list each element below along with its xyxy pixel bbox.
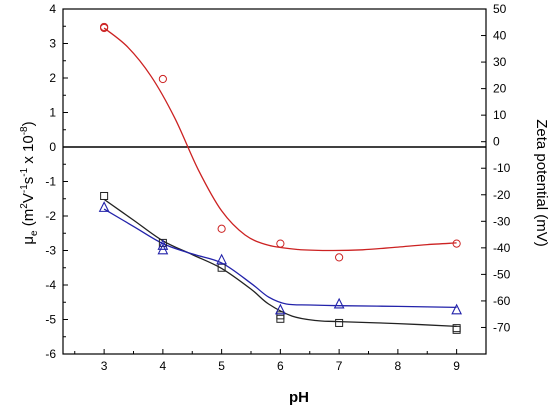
- x-tick-label: 6: [277, 359, 284, 373]
- y-right-tick-label: 50: [493, 2, 507, 16]
- series-1-point: [100, 191, 109, 200]
- x-tick-label: 7: [336, 359, 343, 373]
- series-0-point: [335, 253, 344, 262]
- y-right-tick-label: 30: [493, 55, 507, 69]
- y-right-tick-label: -20: [493, 188, 511, 202]
- series-2-point: [157, 239, 169, 250]
- series-2-point: [98, 201, 110, 212]
- y-left-tick-label: -5: [45, 313, 56, 327]
- y-right-tick-label: -70: [493, 320, 511, 334]
- series-2-curve: [103, 208, 457, 309]
- y-left-tick-label: -6: [45, 347, 56, 361]
- y-left-tick-label: -3: [45, 244, 56, 258]
- series-0-point: [452, 239, 461, 248]
- series-2-point: [216, 253, 228, 265]
- x-tick-label: 9: [453, 359, 460, 373]
- series-2-point: [333, 297, 345, 309]
- y-left-tick-label: 3: [49, 37, 56, 51]
- y-left-tick-label: -4: [45, 278, 56, 292]
- y-right-tick-label: -60: [493, 294, 511, 308]
- series-1-point: [452, 325, 461, 334]
- y-left-tick-label: -1: [45, 175, 56, 189]
- series-0-curve: [103, 27, 457, 252]
- y-right-tick-label: 0: [493, 135, 500, 149]
- series-0-point: [217, 224, 226, 233]
- series-2-point: [451, 303, 463, 315]
- series-2-point: [274, 303, 286, 315]
- series-1-curve: [103, 198, 457, 328]
- y-right-tick-label: 20: [493, 82, 507, 96]
- x-tick-label: 5: [218, 359, 225, 373]
- y-left-tick-label: -2: [45, 209, 56, 223]
- y-left-tick-label: 0: [49, 140, 56, 154]
- series-0-point: [158, 74, 167, 84]
- x-tick-label: 4: [160, 359, 167, 373]
- axes: 3 4 5 6 7 8 943210-1-2-3-4-5-650403020100-10-2…: [45, 2, 510, 373]
- y-right-tick-label: -30: [493, 214, 511, 228]
- data-markers: [98, 22, 463, 334]
- series-0-point: [276, 239, 285, 248]
- series-1-point: [335, 318, 344, 327]
- y-right-tick-label: -50: [493, 267, 511, 281]
- y-left-tick-label: 2: [49, 71, 56, 85]
- fit-curves: [103, 27, 457, 328]
- series-0-point: [100, 23, 109, 33]
- y-left-tick-label: 4: [49, 2, 56, 16]
- plot-frame: [62, 8, 487, 355]
- x-tick-label: 3: [101, 359, 108, 373]
- y-right-tick-label: 40: [493, 29, 507, 43]
- x-axis-title: pH: [289, 389, 309, 406]
- y-right-tick-label: 10: [493, 108, 507, 122]
- y-right-tick-label: -10: [493, 161, 511, 175]
- x-tick-label: 8: [395, 359, 402, 373]
- y-axis-left-title: μe (m2V-1s-1 x 10-8): [19, 121, 40, 244]
- y-axis-right-title: Zeta potential (mV): [533, 119, 550, 247]
- y-right-tick-label: -40: [493, 241, 511, 255]
- series-1-point: [276, 314, 285, 323]
- y-left-tick-label: 1: [49, 106, 56, 120]
